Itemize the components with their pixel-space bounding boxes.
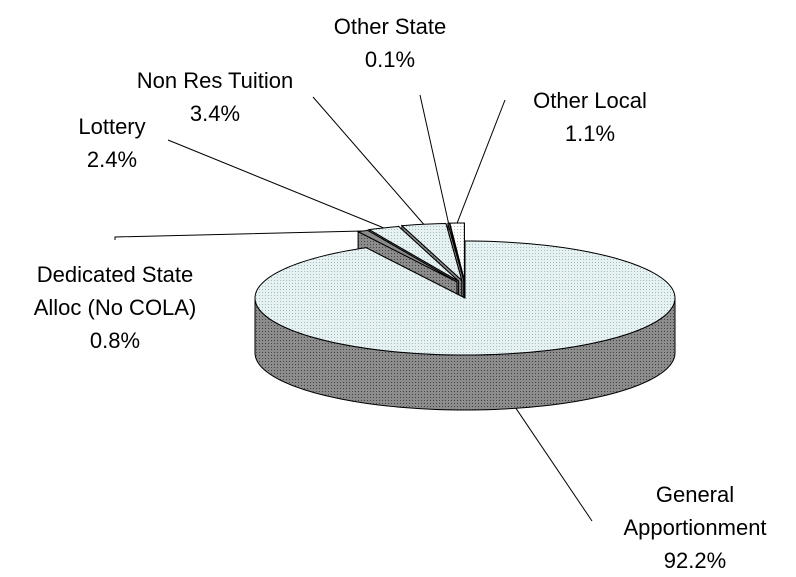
slice-label: Other Local 1.1% [533,84,647,150]
slice-texture [447,222,465,281]
leader-line [114,230,363,240]
category-label: Non Res Tuition [136,68,294,93]
value-label: 3.4% [189,101,241,126]
leader-line [419,94,450,224]
slice-label: Non Res Tuition 3.4% [137,64,294,130]
category-label: Other Local [533,88,647,113]
slice-label: Lottery 2.4% [78,110,145,176]
leader-line [312,96,425,225]
category-label: Lottery [78,114,146,139]
value-label: 0.1% [364,47,416,72]
category-label: Other State [333,14,447,39]
slice-texture [400,222,463,282]
value-label: 1.1% [564,121,616,146]
slice-label: General Apportionment 92.2% [615,478,775,577]
slice-label: Other State 0.1% [334,10,447,76]
slice-texture [367,226,459,282]
value-label: 2.4% [86,147,138,172]
category-label: General Apportionment [623,482,767,540]
leader-line [515,408,593,522]
slice-texture [356,229,458,283]
value-label: 0.8% [89,328,141,353]
category-label: Dedicated State Alloc (No COLA) [33,262,197,320]
leader-line [167,139,384,229]
slice-texture [254,240,676,356]
leader-line [456,99,506,224]
slice-label: Dedicated State Alloc (No COLA) 0.8% [15,258,215,357]
value-label: 92.2% [663,548,727,573]
